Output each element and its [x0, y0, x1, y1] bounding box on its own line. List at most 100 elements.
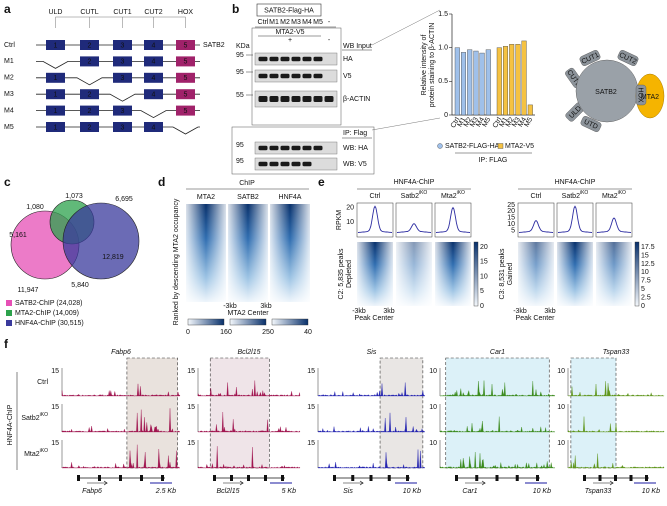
legend-label: HNF4A-ChIP (30,515)	[15, 320, 84, 327]
condition-label: Ctrl	[37, 379, 48, 386]
scale-label: 10 Kb	[403, 488, 421, 495]
exon-number: 1	[54, 75, 58, 82]
legend-swatch	[6, 300, 12, 306]
condition-label: Satb2iKO	[562, 190, 589, 200]
strand-arrow	[343, 480, 364, 486]
gene-title: Car1	[490, 349, 505, 356]
exon-box	[176, 89, 195, 100]
x-axis-label: Peak Center	[516, 315, 556, 322]
colorbar-tick: 5	[641, 286, 645, 293]
colorbar-tick: 16	[220, 329, 228, 336]
lane-label: -	[328, 19, 331, 26]
exon-number: 4	[152, 92, 156, 99]
scale-label: 10 Kb	[642, 488, 660, 495]
exon	[614, 475, 617, 481]
colorbar-tick: 12.5	[641, 261, 655, 268]
region-count: 11,947	[18, 287, 39, 294]
row-label: M1	[4, 58, 14, 65]
legend-label: MTA2-ChIP (14,009)	[15, 310, 79, 317]
row-label: M3	[4, 91, 14, 98]
chip-signal	[197, 446, 301, 469]
profile-curve	[596, 217, 632, 233]
band	[269, 73, 279, 79]
legend-label: SATB2-FLAG-HA	[445, 143, 500, 150]
sign: -	[328, 37, 331, 44]
strand-arrow	[87, 480, 108, 486]
track-tick: 10	[429, 440, 437, 447]
exon-number: 3	[121, 75, 125, 82]
x-tick-label: Ctrl	[450, 116, 462, 129]
track-tick: 15	[187, 404, 195, 411]
track-tick: 15	[307, 440, 315, 447]
exon-box	[113, 105, 132, 116]
profile-curve	[518, 220, 554, 233]
profile-curve	[435, 206, 471, 233]
band	[269, 56, 279, 62]
exon-box	[46, 105, 65, 116]
x-tick-label: 3kb	[383, 308, 394, 315]
panel-label: a	[4, 2, 11, 16]
chip-signal	[61, 408, 181, 433]
y-axis-label: protein staining to β-ACTIN	[429, 23, 436, 108]
band	[302, 56, 312, 62]
x-tick-label: M2	[463, 116, 474, 128]
exon-box	[46, 72, 65, 83]
heatmap-fade	[557, 242, 593, 306]
exon-box	[80, 56, 99, 67]
exon-box	[176, 40, 195, 50]
legend-swatch	[6, 320, 12, 326]
legend-label: SATB2-ChIP (24,028)	[15, 300, 82, 307]
exon	[515, 475, 519, 481]
region-count: 12,819	[102, 254, 124, 261]
y-axis-label: HNF4A-ChIP	[7, 404, 14, 445]
region-count: 1,073	[65, 193, 83, 200]
legend-marker	[497, 143, 504, 149]
exon-box	[46, 122, 65, 132]
track-tick: 10	[429, 404, 437, 411]
colorbar-tick: 15	[641, 252, 649, 259]
band	[280, 73, 290, 79]
panel-label: f	[4, 337, 9, 351]
colorbar-tick: 2.5	[641, 294, 651, 301]
gene-title: Sis	[367, 349, 377, 356]
exon	[369, 475, 373, 481]
y-tick-label: 15	[507, 215, 515, 222]
exon-box	[144, 40, 163, 50]
exon-box	[113, 72, 132, 83]
chip-signal	[317, 382, 426, 397]
band	[258, 56, 268, 62]
chip-signal	[317, 412, 426, 433]
track-tick: 15	[51, 404, 59, 411]
x-tick-label: M4	[475, 116, 486, 128]
colorbar-tick: 10	[641, 269, 649, 276]
band	[291, 73, 301, 79]
blot-label: β-ACTIN	[343, 96, 370, 103]
kda-label: KDa	[236, 43, 250, 50]
domain-box	[617, 50, 639, 66]
header: ChIP	[239, 180, 255, 187]
construct-box	[256, 3, 322, 17]
gene-model-label: Fabp6	[82, 488, 102, 495]
condition-superscript: iKO	[40, 448, 48, 454]
bar	[479, 52, 485, 116]
panel-label: e	[318, 175, 325, 189]
lane-label: M4	[302, 19, 312, 26]
exon-box	[80, 105, 99, 116]
exon-box	[144, 56, 163, 67]
heatmap-dim	[596, 242, 632, 306]
band	[291, 161, 301, 167]
profile-curve	[396, 223, 432, 233]
y-axis-label: Ranked by descending MTA2 occupancy	[173, 198, 180, 325]
condition-name: Mta2	[24, 451, 40, 458]
bar	[496, 47, 502, 116]
band	[302, 145, 312, 151]
gene-title: Tspan33	[603, 349, 630, 356]
heatmap-fade	[228, 204, 268, 302]
profile-box	[595, 202, 633, 238]
profile-box	[517, 202, 555, 238]
y-tick-label: 10	[507, 221, 515, 228]
exon	[406, 475, 409, 481]
x-tick-label: 3kb	[260, 303, 271, 310]
gene-title: Bcl2l15	[238, 349, 261, 356]
y-tick-label: 20	[346, 204, 354, 211]
